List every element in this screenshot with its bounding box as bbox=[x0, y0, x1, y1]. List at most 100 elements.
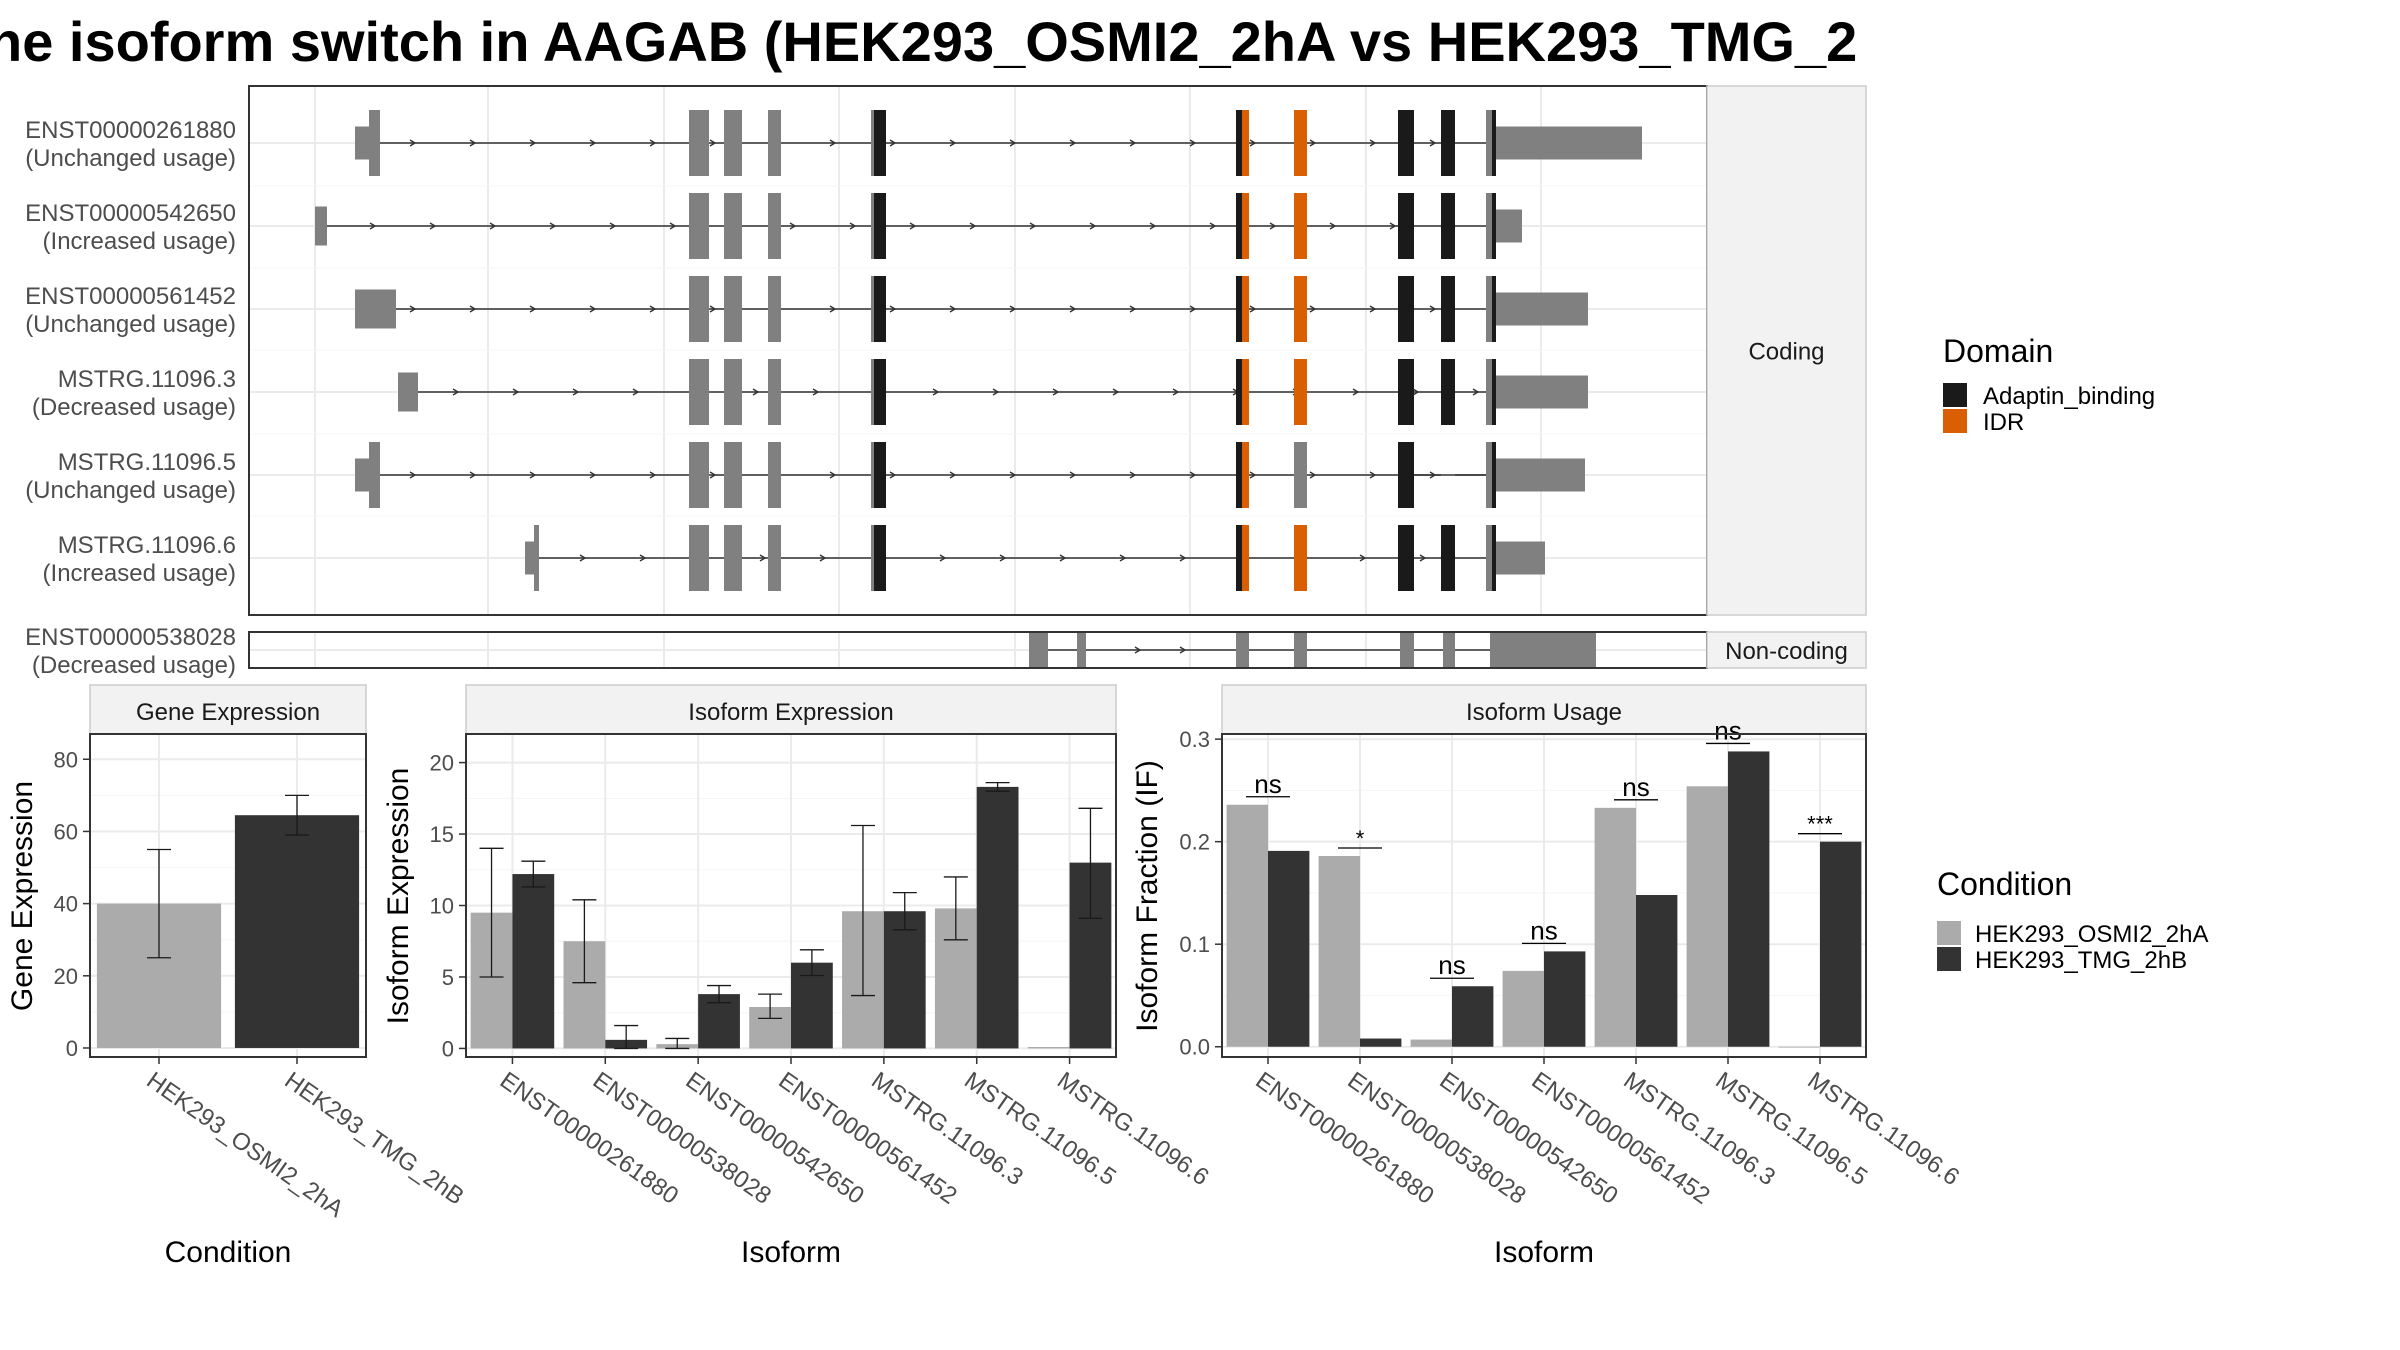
bar bbox=[1820, 841, 1862, 1047]
utr-exon bbox=[534, 525, 539, 591]
utr-exon bbox=[1496, 375, 1588, 409]
utr-exon bbox=[1496, 126, 1642, 160]
intron-arrow bbox=[512, 388, 520, 396]
intron-arrow bbox=[829, 305, 837, 313]
cds-exon bbox=[724, 359, 742, 425]
intron-arrow bbox=[1269, 222, 1277, 230]
idr-domain bbox=[1294, 110, 1307, 176]
intron-arrow bbox=[709, 471, 717, 479]
cds-exon bbox=[689, 110, 709, 176]
intron-arrow bbox=[579, 554, 587, 562]
intron-arrow bbox=[469, 305, 477, 313]
cds-exon bbox=[768, 359, 781, 425]
intron-arrow bbox=[1029, 222, 1037, 230]
transcript-label: ENST00000538028 bbox=[25, 624, 236, 651]
condition-legend-title: Condition bbox=[1937, 866, 2072, 902]
intron-arrow bbox=[1369, 305, 1377, 313]
adaptin-domain bbox=[1492, 442, 1496, 508]
intron-arrow bbox=[909, 222, 917, 230]
noncoding-exon bbox=[1236, 633, 1249, 667]
facet-strip-label: Coding bbox=[1748, 339, 1824, 366]
intron-arrow bbox=[369, 222, 377, 230]
y-axis-title: Isoform Fraction (IF) bbox=[1131, 760, 1164, 1032]
x-tick-label: MSTRG.11096.5 bbox=[959, 1067, 1121, 1191]
intron-arrow bbox=[949, 139, 957, 147]
intron-arrow bbox=[1369, 471, 1377, 479]
utr-exon bbox=[1496, 541, 1545, 575]
bar bbox=[1268, 850, 1310, 1047]
intron-arrow bbox=[529, 305, 537, 313]
domain-legend-label: Adaptin_binding bbox=[1983, 383, 2155, 410]
bar bbox=[1636, 894, 1678, 1047]
cds-exon-edge bbox=[871, 276, 874, 342]
adaptin-domain bbox=[1492, 276, 1496, 342]
cds-exon bbox=[689, 442, 709, 508]
intron-arrow bbox=[1189, 471, 1197, 479]
intron-arrow bbox=[1129, 305, 1137, 313]
cds-exon bbox=[1486, 442, 1496, 508]
y-tick-label: 40 bbox=[54, 892, 78, 917]
cds-exon-edge bbox=[871, 193, 874, 259]
intron-arrow bbox=[889, 139, 897, 147]
intron-arrow bbox=[949, 305, 957, 313]
intron-arrow bbox=[589, 305, 597, 313]
intron-arrow bbox=[1119, 554, 1127, 562]
y-tick-label: 20 bbox=[54, 964, 78, 989]
bar bbox=[1027, 1046, 1070, 1049]
cds-exon bbox=[1486, 110, 1496, 176]
noncoding-exon bbox=[1443, 633, 1455, 667]
cds-exon bbox=[1294, 442, 1307, 508]
y-axis-title: Gene Expression bbox=[6, 781, 39, 1011]
adaptin-domain bbox=[1236, 525, 1242, 591]
intron-arrow bbox=[1129, 139, 1137, 147]
transcript-usage-label: (Unchanged usage) bbox=[25, 477, 236, 504]
facet-strip bbox=[1706, 85, 1867, 616]
facet-strip bbox=[1706, 631, 1867, 669]
transcript-label: MSTRG.11096.6 bbox=[58, 532, 236, 559]
intron-arrow bbox=[1429, 139, 1437, 147]
intron-arrow bbox=[812, 388, 820, 396]
intron-arrow bbox=[409, 471, 417, 479]
intron-arrow bbox=[1052, 388, 1060, 396]
adaptin-domain bbox=[1236, 359, 1242, 425]
utr-exon bbox=[369, 442, 380, 508]
intron-arrow bbox=[452, 388, 460, 396]
cds-exon-edge bbox=[871, 110, 874, 176]
condition-legend-key bbox=[1937, 921, 1961, 945]
y-tick-label: 0.3 bbox=[1179, 727, 1210, 752]
adaptin-domain bbox=[1492, 359, 1496, 425]
bar bbox=[1544, 951, 1586, 1047]
transcript-usage-label: (Increased usage) bbox=[43, 560, 236, 587]
intron-arrow bbox=[1134, 646, 1142, 654]
intron-arrow bbox=[1179, 554, 1187, 562]
bar bbox=[1594, 807, 1636, 1047]
cds-exon bbox=[768, 110, 781, 176]
intron-arrow bbox=[992, 388, 1000, 396]
intron-arrow bbox=[1112, 388, 1120, 396]
cds-exon bbox=[768, 193, 781, 259]
adaptin-domain bbox=[1441, 359, 1455, 425]
intron-arrow bbox=[1189, 139, 1197, 147]
cds-exon bbox=[871, 193, 886, 259]
cds-exon bbox=[689, 359, 709, 425]
intron-arrow bbox=[669, 222, 677, 230]
intron-arrow bbox=[529, 139, 537, 147]
intron-arrow bbox=[1429, 305, 1437, 313]
y-tick-label: 0.1 bbox=[1179, 932, 1210, 957]
intron-arrow bbox=[649, 139, 657, 147]
y-tick-label: 80 bbox=[54, 747, 78, 772]
intron-arrow bbox=[1249, 139, 1257, 147]
intron-arrow bbox=[1069, 139, 1077, 147]
intron-arrow bbox=[1389, 222, 1397, 230]
intron-arrow bbox=[849, 222, 857, 230]
intron-arrow bbox=[1209, 222, 1217, 230]
domain-legend-key bbox=[1943, 383, 1967, 407]
utr-exon bbox=[1496, 292, 1588, 326]
adaptin-domain bbox=[1492, 110, 1496, 176]
significance-label: ns bbox=[1254, 769, 1281, 799]
intron-arrow bbox=[1369, 139, 1377, 147]
intron-arrow bbox=[429, 222, 437, 230]
intron-arrow bbox=[1189, 305, 1197, 313]
condition-legend-label: HEK293_OSMI2_2hA bbox=[1975, 921, 2208, 948]
